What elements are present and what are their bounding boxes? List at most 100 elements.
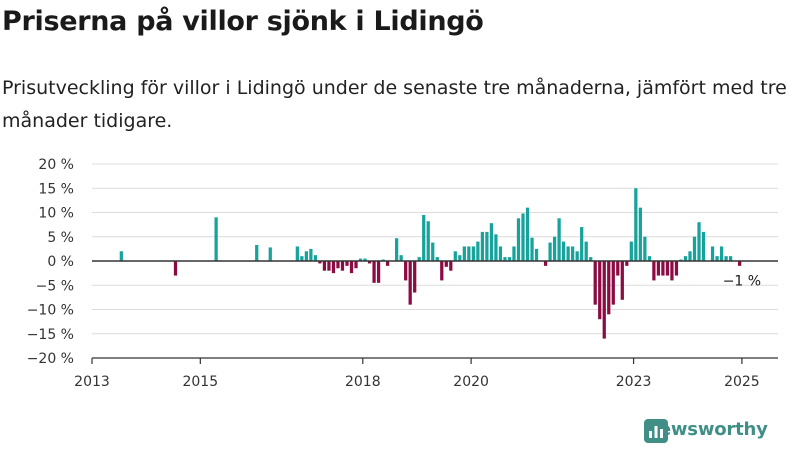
- bar: [643, 236, 647, 261]
- bar: [670, 261, 674, 281]
- bar: [679, 259, 683, 261]
- bar: [331, 261, 336, 274]
- y-tick-label: −5 %: [36, 278, 74, 294]
- bar: [507, 257, 512, 261]
- y-tick-label: 10 %: [38, 206, 74, 222]
- bar: [453, 251, 457, 261]
- bar: [607, 261, 611, 315]
- bar: [367, 261, 372, 264]
- bar: [738, 261, 742, 266]
- bar: [516, 218, 521, 261]
- bar: [634, 188, 638, 261]
- bar: [376, 261, 381, 283]
- bar: [431, 242, 435, 261]
- y-tick-label: 20 %: [38, 157, 74, 173]
- bar: [512, 246, 516, 261]
- bar: [345, 261, 349, 266]
- bar: [530, 237, 534, 261]
- bar: [584, 241, 588, 261]
- bar: [652, 261, 656, 281]
- bar: [580, 227, 584, 261]
- bar: [562, 241, 566, 261]
- bar: [458, 255, 462, 261]
- bar: [485, 231, 489, 261]
- bar: [503, 257, 507, 261]
- bar: [593, 261, 597, 305]
- bar: [417, 257, 421, 261]
- bar: [349, 261, 354, 274]
- bar: [543, 261, 548, 266]
- bar: [701, 231, 706, 261]
- bar: [697, 222, 701, 261]
- bar: [399, 255, 403, 261]
- bar: [119, 251, 123, 261]
- x-tick-label: 2023: [616, 374, 652, 390]
- x-tick-label: 2020: [453, 374, 489, 390]
- bar: [471, 246, 475, 261]
- bar: [616, 261, 620, 276]
- bar: [336, 261, 340, 269]
- bar: [525, 207, 530, 261]
- x-tick-label: 2025: [724, 374, 760, 390]
- bar: [625, 261, 629, 266]
- bar: [395, 238, 399, 261]
- bar: [327, 261, 331, 271]
- bar: [173, 261, 178, 276]
- bar: [408, 261, 412, 305]
- bar: [268, 247, 272, 261]
- bar: [435, 257, 439, 261]
- bar: [214, 217, 218, 261]
- bar: [656, 261, 661, 276]
- bar: [413, 261, 417, 293]
- y-tick-label: 15 %: [38, 181, 74, 197]
- bar: [372, 261, 376, 283]
- bar: [313, 255, 318, 261]
- y-tick-label: 0 %: [47, 254, 74, 270]
- y-tick-label: −15 %: [27, 327, 74, 343]
- y-tick-label: 5 %: [47, 230, 74, 246]
- bar: [710, 246, 715, 261]
- bar: [476, 241, 480, 261]
- y-tick-label: −20 %: [27, 351, 74, 367]
- bar: [322, 261, 327, 271]
- bar: [602, 261, 606, 339]
- bar: [426, 221, 430, 261]
- bar: [494, 234, 498, 261]
- brand-logo: Newsworthy: [644, 419, 768, 443]
- bar: [557, 218, 561, 261]
- bar: [521, 213, 525, 261]
- bar: [665, 261, 670, 276]
- y-tick-label: −10 %: [27, 303, 74, 319]
- bar: [363, 258, 367, 261]
- bar: [295, 246, 299, 261]
- chart-title: Priserna på villor sjönk i Lidingö: [2, 6, 484, 37]
- bar: [715, 256, 719, 261]
- bar: [467, 246, 471, 261]
- bar: [683, 256, 688, 261]
- bar: [404, 261, 408, 281]
- bar: [480, 231, 485, 261]
- bar: [724, 256, 728, 261]
- brand-name: Newsworthy: [644, 419, 768, 440]
- bar: [381, 259, 385, 261]
- bar: [340, 261, 345, 271]
- bar: [498, 246, 503, 261]
- bar: [422, 214, 426, 261]
- bar: [534, 248, 539, 261]
- x-tick-label: 2015: [182, 374, 218, 390]
- bar: [589, 257, 593, 261]
- bar: [611, 261, 615, 305]
- bar: [304, 251, 308, 261]
- bar: [354, 261, 358, 269]
- bar: [440, 261, 444, 281]
- bar: [449, 261, 453, 271]
- bar: [444, 261, 448, 267]
- chart-subtitle: Prisutveckling för villor i Lidingö unde…: [2, 77, 787, 132]
- bar: [661, 261, 665, 276]
- bar: [674, 261, 679, 276]
- x-tick-label: 2018: [345, 374, 381, 390]
- bar: [575, 251, 579, 261]
- bar: [309, 248, 313, 261]
- bar: [255, 244, 259, 261]
- bar: [692, 236, 697, 261]
